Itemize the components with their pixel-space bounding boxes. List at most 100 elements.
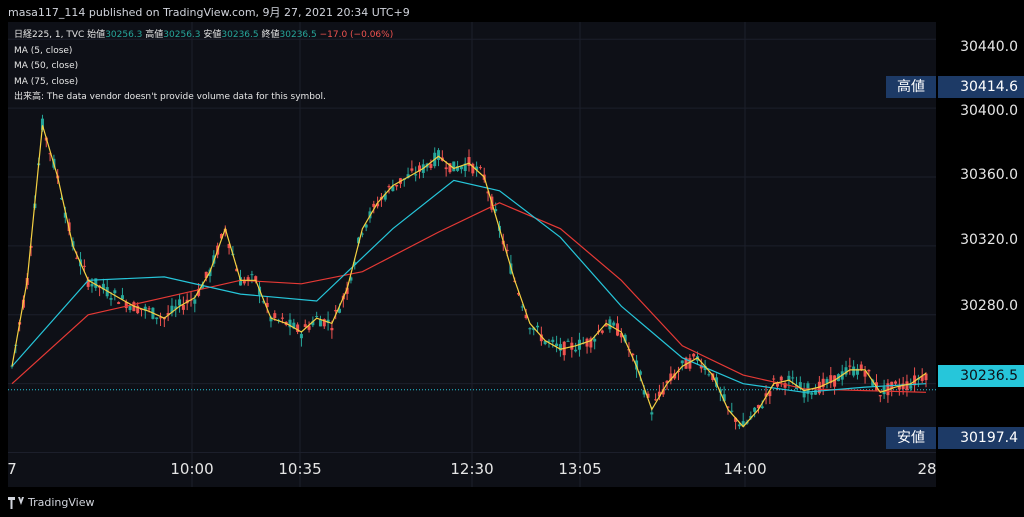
candle-body xyxy=(669,373,673,381)
candle-body xyxy=(280,317,284,319)
candle-body xyxy=(848,365,852,367)
candle-body xyxy=(219,234,223,239)
candle-body xyxy=(783,383,787,388)
candle-body xyxy=(802,389,806,398)
price-axis[interactable]: 30440.0 30400.0 30360.0 30320.0 30280.0 … xyxy=(936,22,1024,487)
candle-body xyxy=(741,421,745,427)
legend-symbol: 日経225, 1, TVC xyxy=(14,30,85,40)
legend-open-label: 始値 xyxy=(87,30,106,40)
candle-body xyxy=(665,380,669,384)
candle-body xyxy=(878,395,882,397)
high-tag-label: 高値 xyxy=(886,76,936,98)
candle-body xyxy=(143,306,147,311)
footer[interactable]: TradingView xyxy=(8,496,94,509)
candle-body xyxy=(357,237,361,244)
legend-volume-note: 出来高: The data vendor doesn't provide vol… xyxy=(14,92,326,102)
candle-body xyxy=(296,324,300,332)
time-tick: 13:05 xyxy=(558,460,602,478)
candle-body xyxy=(779,376,783,381)
candle-body xyxy=(612,322,616,326)
candle-body xyxy=(528,328,532,330)
candle-body xyxy=(345,287,349,294)
candle-body xyxy=(897,386,901,390)
candle-body xyxy=(855,368,859,375)
candle-body xyxy=(311,321,315,326)
candle-body xyxy=(406,174,410,178)
candle-body xyxy=(429,164,433,169)
candle-body xyxy=(543,340,547,345)
candle-body xyxy=(589,338,593,348)
candle-body xyxy=(863,371,867,377)
candle-body xyxy=(688,358,692,369)
candle-body xyxy=(136,305,140,314)
candle-body xyxy=(467,157,471,166)
candle-body xyxy=(859,364,863,371)
price-tick: 30320.0 xyxy=(960,232,1018,248)
candle-body xyxy=(101,283,105,290)
candle-body xyxy=(657,391,661,397)
candle-body xyxy=(753,407,757,412)
candle-body xyxy=(475,166,479,171)
candle-body xyxy=(315,316,319,318)
candle-body xyxy=(775,383,779,387)
candle-body xyxy=(901,383,905,390)
candle-body xyxy=(299,334,303,339)
candle-body xyxy=(139,309,143,311)
candle-body xyxy=(269,317,273,322)
price-tick: 30280.0 xyxy=(960,298,1018,314)
candle-body xyxy=(452,161,456,172)
candle-body xyxy=(292,322,296,329)
candle-body xyxy=(197,288,201,296)
candle-body xyxy=(478,167,482,169)
candle-body xyxy=(204,271,208,278)
candle-body xyxy=(558,344,562,351)
time-tick: 7 xyxy=(7,460,17,478)
ma5-line xyxy=(11,125,927,428)
candle-body xyxy=(905,381,909,390)
candle-body xyxy=(654,399,658,401)
price-chart[interactable] xyxy=(8,22,936,487)
candle-body xyxy=(124,301,128,309)
candle-body xyxy=(414,174,418,176)
legend-ma50[interactable]: MA (50, close) xyxy=(14,61,79,71)
candle-body xyxy=(593,338,597,342)
candle-body xyxy=(170,305,174,313)
candle-body xyxy=(90,283,94,287)
time-tick: 10:35 xyxy=(278,460,322,478)
candle-body xyxy=(867,369,871,372)
candle-body xyxy=(764,393,768,397)
candle-body xyxy=(913,375,917,386)
candle-body xyxy=(924,373,928,381)
candle-body xyxy=(307,325,311,330)
candle-body xyxy=(303,324,307,327)
candle-body xyxy=(417,165,421,172)
candle-body xyxy=(608,319,612,330)
footer-brand: TradingView xyxy=(28,496,95,509)
candle-body xyxy=(680,360,684,364)
candle-body xyxy=(181,304,185,310)
candle-body xyxy=(768,391,772,397)
candle-body xyxy=(75,257,79,259)
candle-body xyxy=(242,279,246,284)
legend-open: 30256.3 xyxy=(105,30,143,40)
candle-body xyxy=(520,306,524,308)
legend-close: 30236.5 xyxy=(279,30,317,40)
legend-ma5[interactable]: MA (5, close) xyxy=(14,45,73,56)
legend-ohlc: 日経225, 1, TVC 始値30256.3 高値30256.3 安値3023… xyxy=(14,28,393,44)
candle-body xyxy=(494,209,498,212)
candle-body xyxy=(715,377,719,387)
candle-body xyxy=(376,203,380,207)
candle-body xyxy=(200,284,204,289)
legend-ma75[interactable]: MA (75, close) xyxy=(14,76,79,87)
time-tick: 28 xyxy=(917,460,937,478)
time-tick: 12:30 xyxy=(450,460,494,478)
price-tick: 30360.0 xyxy=(960,167,1018,183)
candle-body xyxy=(486,191,490,194)
candle-body xyxy=(650,412,654,415)
plot-area[interactable] xyxy=(8,22,936,487)
candle-body xyxy=(261,301,265,303)
ma75-line xyxy=(11,202,927,393)
candle-body xyxy=(193,299,197,304)
candle-body xyxy=(871,379,875,386)
candle-body xyxy=(318,319,322,327)
